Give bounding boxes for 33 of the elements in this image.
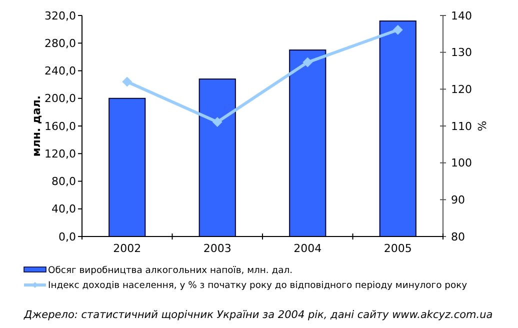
y-tick-label: 80,0 (52, 175, 76, 188)
bar (198, 78, 236, 237)
y2-tick-label: 80 (451, 230, 465, 244)
bar (379, 20, 416, 237)
y-tick-label: 0,0 (58, 230, 76, 244)
y-tick-label: 160,0 (44, 120, 76, 133)
y-tick-label: 240,0 (44, 64, 76, 78)
x-tick-label: 2002 (113, 242, 142, 255)
y-tick-label: 320,0 (44, 9, 76, 22)
y2-tick-label: 100 (451, 156, 472, 170)
point (122, 76, 132, 87)
y2-tick-label: 110 (451, 120, 472, 133)
y2-tick-label: 140 (451, 9, 472, 22)
point (212, 116, 222, 127)
y-axis-title: млн. дал. (30, 95, 43, 157)
y-tick-label: 120,0 (44, 147, 76, 160)
y2-tick-label: 120 (451, 83, 472, 96)
legend-label: Обсяг виробництва алкогольних напоїв, млн. дал. (48, 265, 293, 276)
bar (289, 50, 326, 237)
point (302, 57, 313, 68)
x-tick-label: 2004 (294, 242, 322, 255)
point (392, 24, 403, 35)
y-tick-label: 280,0 (44, 36, 76, 50)
y2-tick-label: 130 (451, 46, 472, 60)
x-tick-label: 2003 (203, 242, 232, 255)
y2-tick-label: 90 (451, 194, 465, 207)
bar (108, 98, 146, 237)
legend-label: Індекс доходів населення, у % з початку року до відповідного періоду минулого року (48, 280, 468, 292)
y-tick-label: 200,0 (44, 92, 76, 106)
text: Джерело: статистичний щорічник України за 2004 рік, дані сайту www.akcyz.com.ua (23, 309, 493, 321)
y2-axis-title: % (475, 120, 488, 132)
x-tick-label: 2005 (384, 242, 412, 255)
y-tick-label: 40,0 (52, 202, 76, 216)
